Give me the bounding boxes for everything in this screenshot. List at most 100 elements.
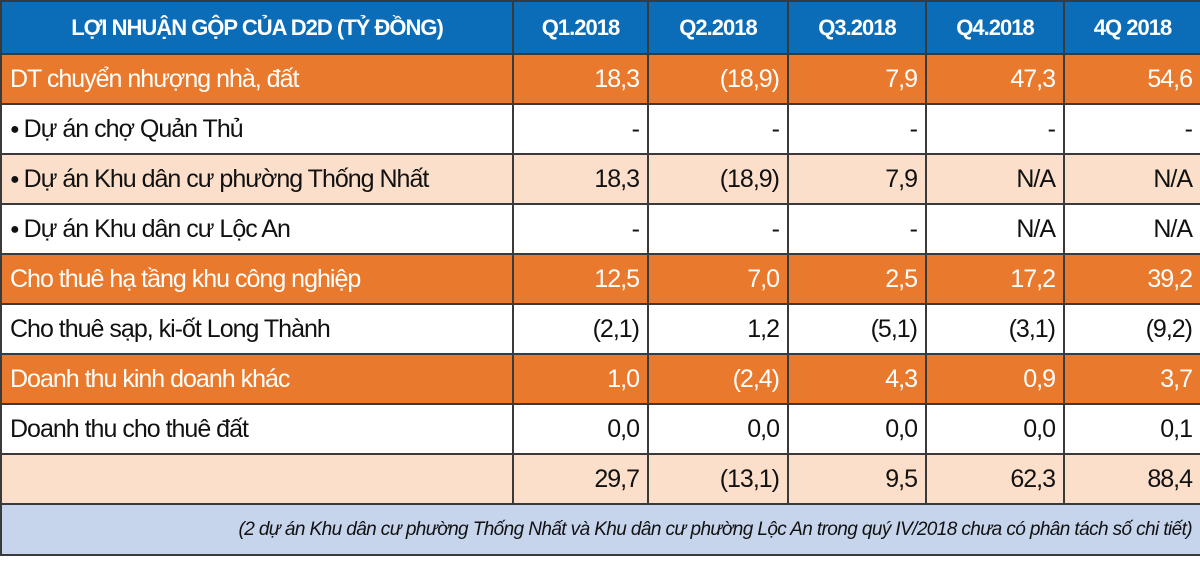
column-header: Q4.2018 xyxy=(925,0,1065,55)
row-label-text: Doanh thu kinh doanh khác xyxy=(10,364,290,393)
value-text: (2,4) xyxy=(732,364,780,393)
value-text: 18,3 xyxy=(594,164,640,193)
table-row: ● Dự án Khu dân cư phường Thống Nhất 18,3 (… xyxy=(0,153,1200,205)
value-text: N/A xyxy=(1153,214,1193,243)
value-text: 12,5 xyxy=(594,264,640,293)
value-text: (18,9) xyxy=(719,164,780,193)
value-text: 2,5 xyxy=(885,264,918,293)
value-text: N/A xyxy=(1016,164,1056,193)
header-text: LỢI NHUẬN GỘP CỦA D2D (TỶ ĐỒNG) xyxy=(71,14,444,40)
value-text: 0,0 xyxy=(607,414,640,443)
value-cell: 7,9 xyxy=(787,53,927,105)
value-cell: 12,5 xyxy=(512,253,649,305)
footnote: (2 dự án Khu dân cư phường Thống Nhất và… xyxy=(0,503,1200,556)
value-text: 7,0 xyxy=(747,264,780,293)
value-cell: 7,9 xyxy=(787,153,927,205)
column-header: Q2.2018 xyxy=(647,0,789,55)
table-row: Doanh thu cho thuê đất 0,0 0,0 0,0 0,0 0,1 xyxy=(0,403,1200,455)
value-text: (13,1) xyxy=(719,464,780,493)
footnote-text: (2 dự án Khu dân cư phường Thống Nhất và… xyxy=(238,518,1192,540)
value-cell: - xyxy=(787,203,927,255)
value-cell: - xyxy=(512,203,649,255)
header-row: LỢI NHUẬN GỘP CỦA D2D (TỶ ĐỒNG) Q1.2018 Q2… xyxy=(0,0,1200,55)
value-cell: 18,3 xyxy=(512,53,649,105)
gross-profit-table: LỢI NHUẬN GỘP CỦA D2D (TỶ ĐỒNG) Q1.2018 Q2… xyxy=(0,0,1200,556)
value-cell: 7,0 xyxy=(647,253,789,305)
note-row: (2 dự án Khu dân cư phường Thống Nhất và… xyxy=(0,503,1200,556)
row-label-text: Doanh thu cho thuê đất xyxy=(10,414,249,443)
bullet-icon: ● xyxy=(10,170,20,188)
value-text: - xyxy=(631,114,640,143)
row-label xyxy=(0,453,514,505)
value-cell: - xyxy=(1063,103,1200,155)
value-text: 7,9 xyxy=(885,164,918,193)
header-text: Q1.2018 xyxy=(541,14,620,40)
column-header: Q1.2018 xyxy=(512,0,649,55)
value-cell: 54,6 xyxy=(1063,53,1200,105)
value-text: 62,3 xyxy=(1010,464,1056,493)
row-label: Cho thuê hạ tầng khu công nghiệp xyxy=(0,253,514,305)
row-label: ● Dự án Khu dân cư phường Thống Nhất xyxy=(0,153,514,205)
table-row: Cho thuê sạp, ki-ốt Long Thành (2,1) 1,2 (5… xyxy=(0,303,1200,355)
value-cell: 9,5 xyxy=(787,453,927,505)
column-header: 4Q 2018 xyxy=(1063,0,1200,55)
value-text: - xyxy=(631,214,640,243)
value-cell: 18,3 xyxy=(512,153,649,205)
value-cell: (13,1) xyxy=(647,453,789,505)
value-cell: N/A xyxy=(1063,153,1200,205)
value-cell: (18,9) xyxy=(647,153,789,205)
value-text: 1,2 xyxy=(747,314,780,343)
value-text: 29,7 xyxy=(594,464,640,493)
value-text: - xyxy=(1047,114,1056,143)
value-text: 0,9 xyxy=(1023,364,1056,393)
value-cell: 0,1 xyxy=(1063,403,1200,455)
table-row: ● Dự án chợ Quản Thủ - - - - - xyxy=(0,103,1200,155)
value-cell: 47,3 xyxy=(925,53,1065,105)
value-text: (3,1) xyxy=(1008,314,1056,343)
value-cell: 62,3 xyxy=(925,453,1065,505)
row-label-text: Dự án Khu dân cư phường Thống Nhất xyxy=(23,164,430,193)
table-row: Doanh thu kinh doanh khác 1,0 (2,4) 4,3 0,9 3… xyxy=(0,353,1200,405)
value-cell: N/A xyxy=(925,153,1065,205)
value-text: 0,1 xyxy=(1160,414,1193,443)
value-text: - xyxy=(909,214,918,243)
header-text: Q3.2018 xyxy=(818,14,896,40)
value-text: 47,3 xyxy=(1010,64,1056,93)
value-text: 17,2 xyxy=(1010,264,1056,293)
value-text: 0,0 xyxy=(1023,414,1056,443)
value-text: 7,9 xyxy=(885,64,918,93)
value-text: (5,1) xyxy=(870,314,918,343)
value-cell: (18,9) xyxy=(647,53,789,105)
row-label-text: Dự án Khu dân cư Lộc An xyxy=(23,214,291,243)
value-text: (9,2) xyxy=(1145,314,1193,343)
value-cell: 17,2 xyxy=(925,253,1065,305)
row-label: ● Dự án Khu dân cư Lộc An xyxy=(0,203,514,255)
value-cell: 2,5 xyxy=(787,253,927,305)
value-text: 9,5 xyxy=(885,464,918,493)
table-row: ● Dự án Khu dân cư Lộc An - - - N/A N/A xyxy=(0,203,1200,255)
value-cell: (5,1) xyxy=(787,303,927,355)
value-cell: - xyxy=(925,103,1065,155)
value-text: 1,0 xyxy=(607,364,640,393)
value-cell: 0,9 xyxy=(925,353,1065,405)
bullet-icon: ● xyxy=(10,220,20,238)
value-cell: 0,0 xyxy=(925,403,1065,455)
value-text: N/A xyxy=(1153,164,1193,193)
row-label-text: DT chuyển nhượng nhà, đất xyxy=(10,64,299,93)
value-text: 88,4 xyxy=(1147,464,1193,493)
value-text: 39,2 xyxy=(1147,264,1193,293)
row-label-text: Cho thuê hạ tầng khu công nghiệp xyxy=(10,264,361,293)
value-cell: 0,0 xyxy=(512,403,649,455)
value-cell: (3,1) xyxy=(925,303,1065,355)
value-cell: 1,2 xyxy=(647,303,789,355)
value-cell: N/A xyxy=(925,203,1065,255)
value-cell: 3,7 xyxy=(1063,353,1200,405)
value-text: N/A xyxy=(1016,214,1056,243)
value-cell: 0,0 xyxy=(787,403,927,455)
value-text: 0,0 xyxy=(885,414,918,443)
row-label-text: Dự án chợ Quản Thủ xyxy=(23,114,244,143)
value-cell: (2,4) xyxy=(647,353,789,405)
value-text: 54,6 xyxy=(1147,64,1193,93)
value-text: - xyxy=(909,114,918,143)
value-text: 18,3 xyxy=(594,64,640,93)
